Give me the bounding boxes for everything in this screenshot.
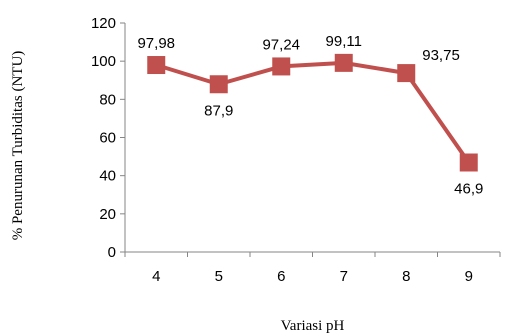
data-label: 99,11 <box>326 33 362 50</box>
x-tick-label: 8 <box>402 268 410 285</box>
x-tick-label: 9 <box>465 268 473 285</box>
series-group <box>147 53 478 172</box>
series-line <box>155 60 471 164</box>
data-label: 87,9 <box>204 102 233 119</box>
x-tick-label: 7 <box>340 268 348 285</box>
y-tick-label: 120 <box>91 15 116 32</box>
axes <box>120 22 501 257</box>
data-point-marker <box>459 153 478 172</box>
x-tick-label: 4 <box>152 268 160 285</box>
x-tick-label: 5 <box>215 268 223 285</box>
data-point-marker <box>397 64 416 83</box>
y-tick-label: 0 <box>108 244 116 261</box>
data-label: 97,24 <box>262 36 300 53</box>
y-tick-label: 40 <box>99 168 116 185</box>
y-tick-labels: 0 20 40 60 80 100 120 <box>91 15 116 261</box>
data-labels: 97,98 87,9 97,24 99,11 93,75 46,9 <box>137 33 483 198</box>
x-axis-title: Variasi pH <box>281 318 345 334</box>
data-label: 46,9 <box>454 180 483 197</box>
x-tick-labels: 4 5 6 7 8 9 <box>152 268 473 285</box>
data-label: 93,75 <box>422 47 460 64</box>
y-tick-label: 60 <box>99 130 116 147</box>
data-label: 97,98 <box>137 35 175 52</box>
y-axis-title: % Penurunan Turbiditas (NTU) <box>10 51 26 241</box>
data-point-marker <box>334 53 353 72</box>
data-point-marker <box>272 57 291 76</box>
y-tick-label: 100 <box>91 53 116 70</box>
y-tick-label: 80 <box>99 91 116 108</box>
data-point-marker <box>147 56 166 75</box>
y-tick-label: 20 <box>99 206 116 223</box>
data-point-marker <box>209 75 228 94</box>
x-tick-label: 6 <box>277 268 285 285</box>
